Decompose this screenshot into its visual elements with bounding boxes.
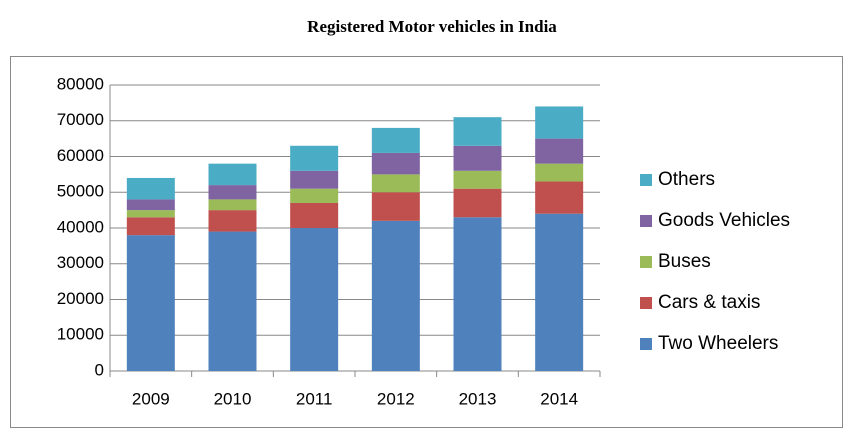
bar-segment	[126, 235, 175, 371]
bar-segment	[453, 170, 502, 189]
bar-segment	[371, 220, 420, 371]
bar-segment	[535, 138, 584, 164]
bar-segment	[126, 177, 175, 200]
bar-segment	[208, 163, 257, 186]
bar-segment	[208, 210, 257, 232]
bar-segment	[535, 106, 584, 139]
bar-segment	[126, 210, 175, 218]
legend-label: Goods Vehicles	[658, 210, 790, 231]
legend-label: Cars & taxis	[658, 292, 760, 313]
bar-segment	[208, 231, 257, 371]
legend-swatch	[640, 174, 652, 186]
y-tick-label: 10000	[57, 325, 104, 344]
x-tick-label: 2011	[296, 389, 333, 408]
bar-segment	[290, 188, 339, 203]
y-tick-label: 40000	[57, 217, 104, 236]
bar-segment	[453, 145, 502, 171]
bar-segment	[208, 199, 257, 211]
y-tick-label: 80000	[57, 74, 104, 93]
y-tick-label: 20000	[57, 289, 104, 308]
legend-swatch	[640, 215, 652, 227]
x-tick-label: 2009	[132, 389, 170, 408]
bar-segment	[126, 217, 175, 236]
bar-segment	[290, 202, 339, 228]
legend-label: Others	[658, 169, 715, 190]
y-tick-label: 70000	[57, 110, 104, 129]
x-tick-label: 2010	[214, 389, 252, 408]
chart-title: Registered Motor vehicles in India	[307, 17, 557, 36]
legend-swatch	[640, 338, 652, 350]
bar-segment	[290, 145, 339, 171]
bar-segment	[371, 152, 420, 175]
y-tick-label: 30000	[57, 253, 104, 272]
bar-segment	[535, 163, 584, 182]
bar-segment	[126, 199, 175, 211]
bar-segment	[290, 170, 339, 189]
x-tick-label: 2014	[540, 389, 578, 408]
bar-segment	[453, 217, 502, 371]
legend-label: Two Wheelers	[658, 333, 778, 354]
bar-segment	[290, 228, 339, 371]
legend-swatch	[640, 256, 652, 268]
x-tick-label: 2012	[377, 389, 415, 408]
bar-segment	[535, 181, 584, 214]
bar-segment	[208, 185, 257, 200]
y-tick-label: 0	[95, 360, 104, 379]
bar-segment	[453, 188, 502, 218]
bar-segment	[453, 117, 502, 146]
legend-label: Buses	[658, 251, 711, 272]
bar-segment	[371, 127, 420, 153]
bar-segment	[535, 213, 584, 371]
bar-segment	[371, 192, 420, 221]
y-tick-label: 50000	[57, 182, 104, 201]
y-tick-label: 60000	[57, 146, 104, 165]
bar-segment	[371, 174, 420, 193]
legend-swatch	[640, 297, 652, 309]
x-tick-label: 2013	[459, 389, 497, 408]
